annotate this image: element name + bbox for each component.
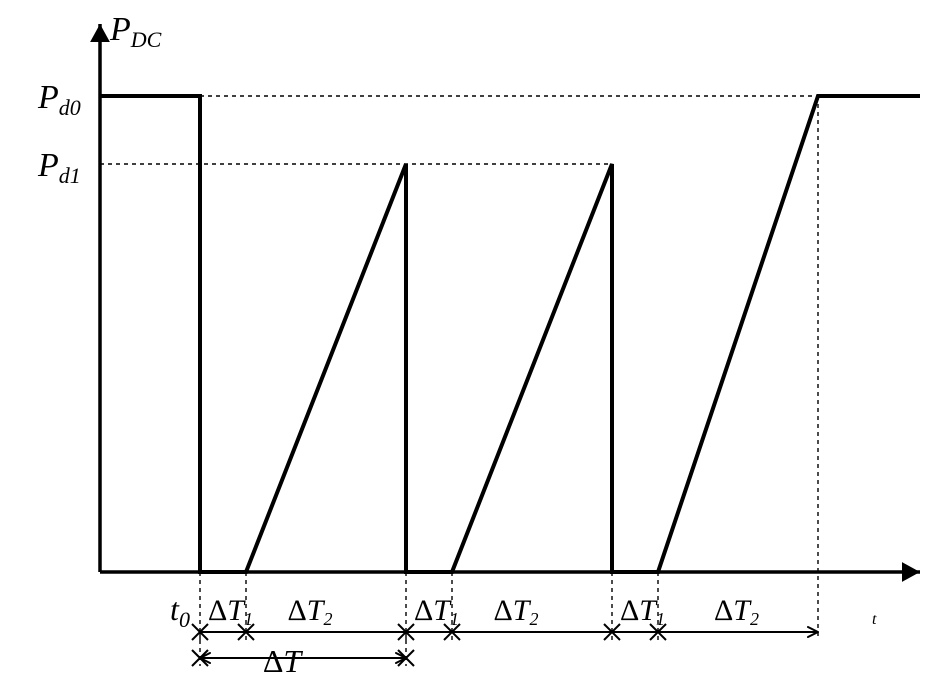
label-x-axis: t	[872, 611, 877, 628]
label-dt2-c: ΔT2	[714, 594, 759, 629]
label-y-axis: PDC	[109, 11, 162, 52]
power-timing-diagram: PDCtPd0Pd1t0ΔT1ΔT2ΔT1ΔT2ΔT1ΔT2ΔT	[0, 0, 951, 699]
label-dt2-b: ΔT2	[494, 594, 539, 629]
label-t0: t0	[170, 591, 190, 632]
signal-trace	[100, 96, 920, 572]
label-pd1: Pd1	[37, 147, 81, 188]
label-dt: ΔT	[263, 643, 304, 679]
label-pd0: Pd0	[37, 79, 81, 120]
label-dt2-a: ΔT2	[288, 594, 333, 629]
